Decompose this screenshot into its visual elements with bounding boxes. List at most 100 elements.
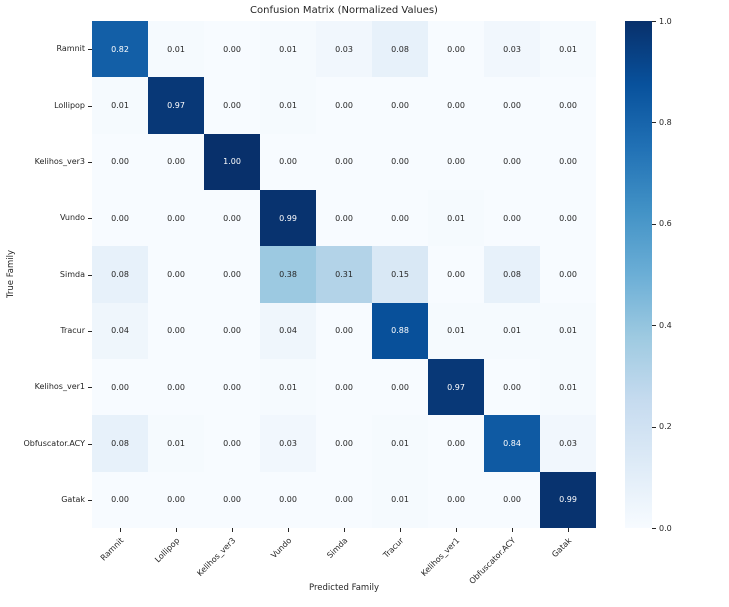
heatmap-cell: 0.00 xyxy=(260,133,316,190)
colorbar xyxy=(625,21,652,528)
y-tick-label: Simda xyxy=(59,269,85,279)
colorbar-tick-mark xyxy=(652,122,656,124)
y-tick-mark xyxy=(88,499,92,501)
colorbar-tick-label: 0.6 xyxy=(659,219,672,229)
heatmap-cell: 1.00 xyxy=(204,133,260,190)
x-tick-label: Tracur xyxy=(381,536,406,560)
heatmap-cell: 0.08 xyxy=(372,21,428,78)
heatmap-cell: 0.00 xyxy=(316,189,372,247)
heatmap-cell: 0.01 xyxy=(148,415,204,472)
heatmap-cell: 0.00 xyxy=(148,133,204,190)
heatmap-cell: 0.00 xyxy=(92,358,148,416)
heatmap-cell: 0.88 xyxy=(372,302,428,359)
heatmap-cell: 0.00 xyxy=(204,302,260,359)
heatmap-cell: 0.00 xyxy=(372,189,428,247)
heatmap-cell: 0.99 xyxy=(540,471,596,528)
heatmap-cell: 0.00 xyxy=(484,358,540,416)
y-tick-label: Lollipop xyxy=(54,100,85,110)
colorbar-tick-mark xyxy=(652,528,656,529)
heatmap-cell: 0.00 xyxy=(316,415,372,472)
y-tick-label: Gatak xyxy=(61,494,85,504)
heatmap-cell: 0.00 xyxy=(92,189,148,247)
heatmap-grid: 0.82 0.01 0.00 0.01 0.03 0.08 0.00 0.03 0.01 0.01… xyxy=(92,21,596,528)
y-axis-label: True Family xyxy=(6,249,16,299)
heatmap-cell: 0.01 xyxy=(260,77,316,134)
chart-title: Confusion Matrix (Normalized Values) xyxy=(250,5,438,16)
y-tick-label: Kelihos_ver1 xyxy=(34,382,85,392)
x-tick-label: Vundo xyxy=(269,536,294,561)
heatmap-cell: 0.01 xyxy=(260,358,316,416)
heatmap-cell: 0.00 xyxy=(204,471,260,528)
y-tick-label: Ramnit xyxy=(56,44,85,54)
colorbar-tick-mark xyxy=(652,426,656,428)
x-tick-mark xyxy=(232,528,233,532)
y-tick-mark xyxy=(88,49,92,51)
heatmap-cell: 0.00 xyxy=(484,471,540,528)
heatmap-cell: 0.00 xyxy=(428,246,484,303)
x-tick-mark xyxy=(176,528,177,532)
heatmap-cell: 0.00 xyxy=(260,471,316,528)
heatmap-cell: 0.00 xyxy=(204,415,260,472)
heatmap-cell: 0.01 xyxy=(484,302,540,359)
heatmap-cell: 0.00 xyxy=(484,189,540,247)
heatmap-cell: 0.01 xyxy=(372,471,428,528)
colorbar-tick-mark xyxy=(652,21,656,22)
heatmap-cell: 0.00 xyxy=(540,189,596,247)
heatmap-cell: 0.01 xyxy=(540,21,596,78)
heatmap-cell: 0.04 xyxy=(92,302,148,359)
heatmap-cell: 0.00 xyxy=(148,302,204,359)
x-tick-mark xyxy=(568,528,569,532)
heatmap-cell: 0.00 xyxy=(148,189,204,247)
heatmap-cell: 0.00 xyxy=(204,77,260,134)
colorbar-tick-label: 0.2 xyxy=(659,422,672,432)
heatmap-cell: 0.08 xyxy=(92,415,148,472)
heatmap-cell: 0.00 xyxy=(204,246,260,303)
x-tick-label: Kelihos_ver3 xyxy=(195,536,238,578)
y-tick-mark xyxy=(88,274,92,276)
heatmap-cell: 0.01 xyxy=(92,77,148,134)
heatmap-cell: 0.08 xyxy=(484,246,540,303)
heatmap-cell: 0.00 xyxy=(428,133,484,190)
heatmap-cell: 0.00 xyxy=(148,358,204,416)
heatmap-cell: 0.03 xyxy=(316,21,372,78)
x-tick-mark xyxy=(400,528,401,532)
heatmap-cell: 0.00 xyxy=(148,246,204,303)
x-tick-mark xyxy=(512,528,513,532)
x-tick-label: Kelihos_ver1 xyxy=(419,536,462,578)
colorbar-tick-label: 0.4 xyxy=(659,320,672,330)
heatmap-cell: 0.99 xyxy=(260,189,316,247)
colorbar-tick-mark xyxy=(652,325,656,327)
heatmap-cell: 0.00 xyxy=(540,133,596,190)
y-tick-label: Obfuscator.ACY xyxy=(23,438,85,448)
heatmap-cell: 0.00 xyxy=(92,471,148,528)
y-tick-mark xyxy=(88,443,92,445)
x-tick-label: Simda xyxy=(325,536,350,561)
heatmap-cell: 0.00 xyxy=(316,133,372,190)
colorbar-tick-label: 1.0 xyxy=(659,16,672,26)
heatmap-cell: 0.00 xyxy=(204,358,260,416)
x-tick-mark xyxy=(288,528,289,532)
heatmap-cell: 0.00 xyxy=(372,77,428,134)
heatmap-cell: 0.00 xyxy=(204,189,260,247)
heatmap-cell: 0.97 xyxy=(428,358,484,416)
heatmap-cell: 0.00 xyxy=(316,358,372,416)
heatmap-cell: 0.04 xyxy=(260,302,316,359)
heatmap-cell: 0.00 xyxy=(372,358,428,416)
heatmap-cell: 0.00 xyxy=(484,77,540,134)
colorbar-tick-mark xyxy=(652,223,656,225)
heatmap-cell: 0.00 xyxy=(428,77,484,134)
heatmap-cell: 0.00 xyxy=(372,133,428,190)
heatmap-cell: 0.38 xyxy=(260,246,316,303)
y-tick-mark xyxy=(88,330,92,332)
x-tick-label: Obfuscator.ACY xyxy=(467,536,518,586)
x-tick-label: Lollipop xyxy=(153,536,182,565)
heatmap-cell: 0.00 xyxy=(428,471,484,528)
colorbar-tick-label: 0.0 xyxy=(659,523,672,533)
heatmap-cell: 0.01 xyxy=(540,358,596,416)
y-tick-mark xyxy=(88,387,92,389)
heatmap-cell: 0.03 xyxy=(540,415,596,472)
y-tick-label: Tracur xyxy=(60,325,85,335)
heatmap-cell: 0.00 xyxy=(540,246,596,303)
y-tick-mark xyxy=(88,218,92,220)
